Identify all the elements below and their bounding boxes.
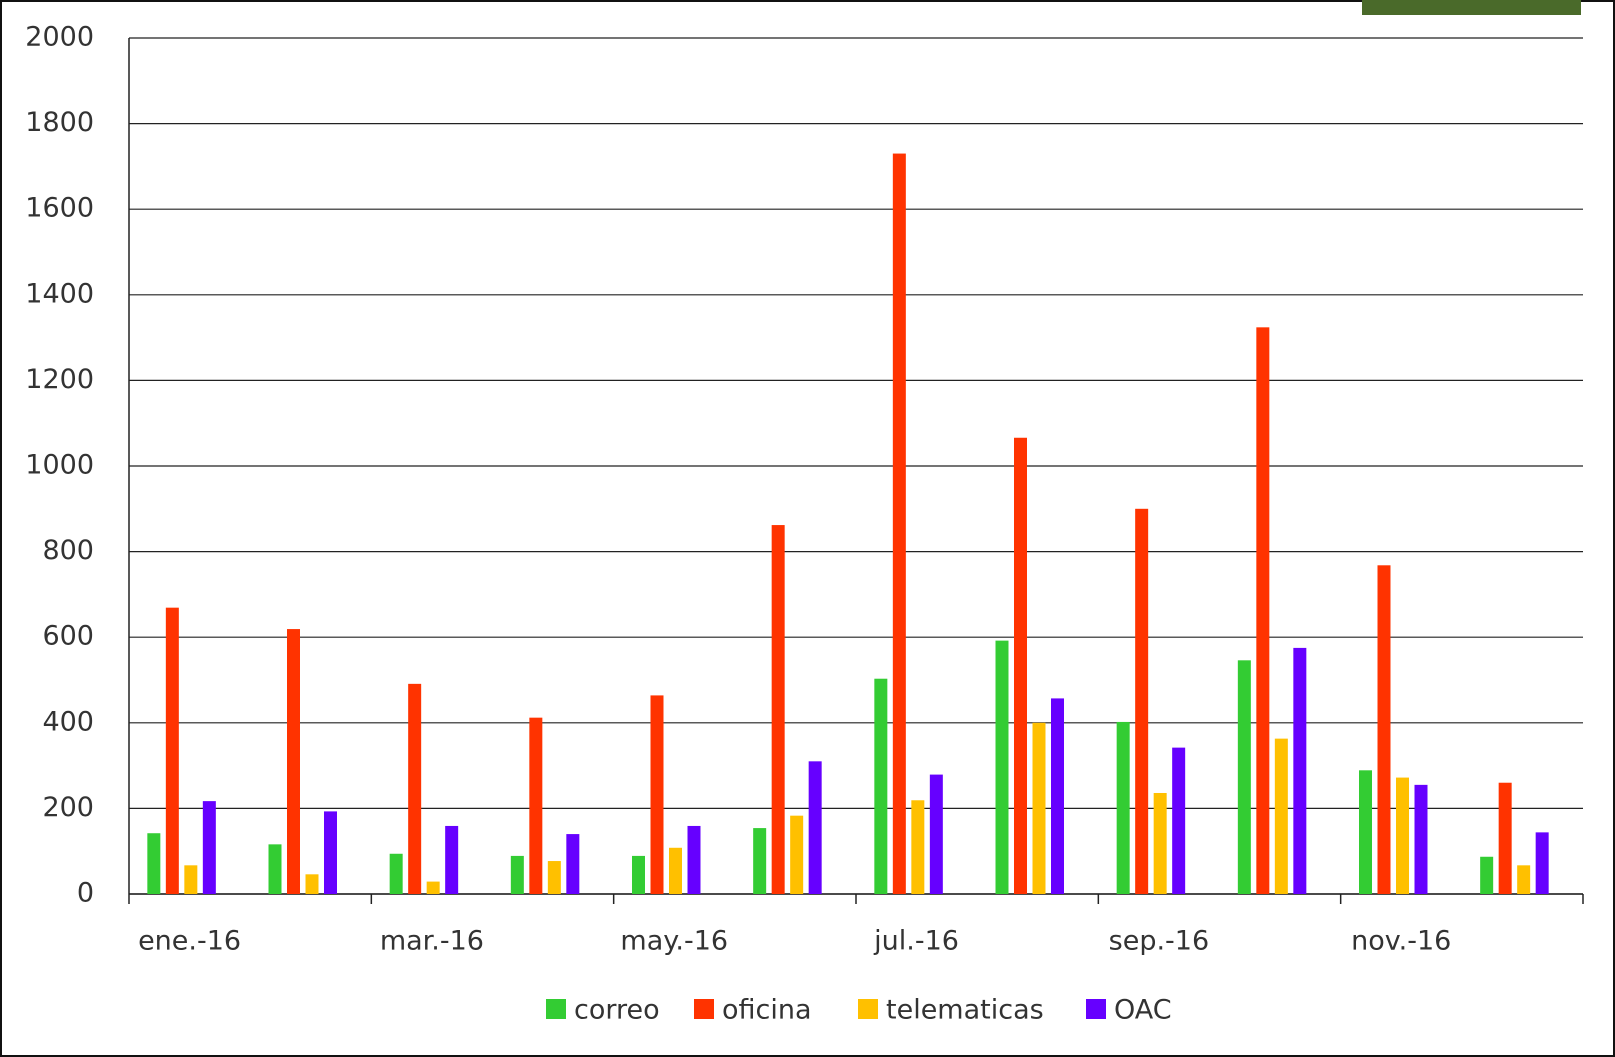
corner-image bbox=[1362, 0, 1581, 15]
bar bbox=[426, 881, 440, 894]
bar bbox=[1153, 792, 1167, 894]
legend-label: telematicas bbox=[886, 995, 1044, 1026]
y-tick-label: 0 bbox=[77, 878, 94, 909]
bar bbox=[1414, 784, 1428, 894]
y-tick-label: 1600 bbox=[25, 193, 94, 224]
bar bbox=[1293, 647, 1307, 894]
bar bbox=[669, 847, 682, 894]
legend-swatch bbox=[858, 999, 878, 1019]
y-tick-label: 200 bbox=[42, 792, 94, 823]
bar bbox=[1480, 856, 1494, 894]
bar bbox=[547, 861, 561, 894]
bar bbox=[874, 678, 888, 894]
bar bbox=[753, 828, 767, 894]
y-tick-label: 800 bbox=[42, 535, 94, 566]
bar bbox=[995, 640, 1009, 894]
y-tick-label: 1200 bbox=[25, 364, 94, 395]
bar bbox=[790, 815, 804, 894]
bar bbox=[1256, 327, 1270, 894]
plot-area: 0 200 400 600 800 1000 1200 1400 1600 1800 2000 ene… bbox=[25, 22, 1584, 957]
x-tick-label: sep.-16 bbox=[1109, 926, 1210, 957]
bar bbox=[510, 855, 524, 894]
legend-label: oficina bbox=[722, 995, 812, 1026]
y-tick-label: 400 bbox=[42, 706, 94, 737]
y-tick-label: 1400 bbox=[25, 278, 94, 309]
bar bbox=[1535, 832, 1549, 894]
y-tick-label: 1000 bbox=[25, 450, 94, 481]
bar bbox=[268, 844, 282, 894]
bar bbox=[1032, 722, 1046, 894]
bar bbox=[1237, 660, 1251, 894]
bar bbox=[1116, 721, 1130, 894]
bar bbox=[1498, 782, 1512, 894]
bar bbox=[1014, 437, 1027, 894]
legend: correo oficina telematicas OAC bbox=[546, 995, 1172, 1026]
bar bbox=[1274, 738, 1288, 894]
x-tick-label: may.-16 bbox=[620, 926, 728, 957]
bar bbox=[1396, 777, 1409, 894]
bar bbox=[892, 153, 906, 894]
y-tick-label: 600 bbox=[42, 621, 94, 652]
bar bbox=[529, 717, 543, 894]
bar bbox=[1135, 508, 1149, 894]
bar bbox=[1359, 770, 1372, 894]
bar bbox=[929, 774, 943, 894]
bar bbox=[1517, 865, 1531, 894]
bar bbox=[1051, 698, 1064, 894]
bar bbox=[687, 825, 701, 894]
bar bbox=[911, 800, 925, 894]
y-tick-label: 1800 bbox=[25, 107, 94, 138]
bar bbox=[165, 607, 179, 894]
legend-swatch bbox=[546, 999, 566, 1019]
x-tick-label: jul.-16 bbox=[873, 926, 959, 957]
x-tick-label: nov.-16 bbox=[1351, 926, 1451, 957]
bar bbox=[147, 833, 161, 894]
x-tick-label: mar.-16 bbox=[380, 926, 484, 957]
bar bbox=[445, 825, 459, 894]
bar bbox=[184, 865, 198, 894]
bar bbox=[287, 629, 300, 894]
bar bbox=[1172, 747, 1186, 894]
bar bbox=[566, 834, 580, 894]
y-tick-label: 2000 bbox=[25, 22, 94, 53]
legend-swatch bbox=[1086, 999, 1106, 1019]
bar bbox=[1377, 565, 1391, 894]
bar bbox=[202, 801, 216, 894]
bar bbox=[408, 683, 422, 894]
bar bbox=[389, 853, 403, 894]
bar bbox=[808, 761, 822, 894]
legend-label: correo bbox=[574, 995, 660, 1026]
bar bbox=[632, 855, 645, 894]
bar bbox=[305, 874, 319, 894]
bar bbox=[650, 695, 664, 894]
x-tick-label: ene.-16 bbox=[138, 926, 241, 957]
legend-swatch bbox=[694, 999, 714, 1019]
legend-label: OAC bbox=[1114, 995, 1172, 1026]
bar bbox=[324, 811, 337, 894]
bar bbox=[771, 525, 785, 894]
